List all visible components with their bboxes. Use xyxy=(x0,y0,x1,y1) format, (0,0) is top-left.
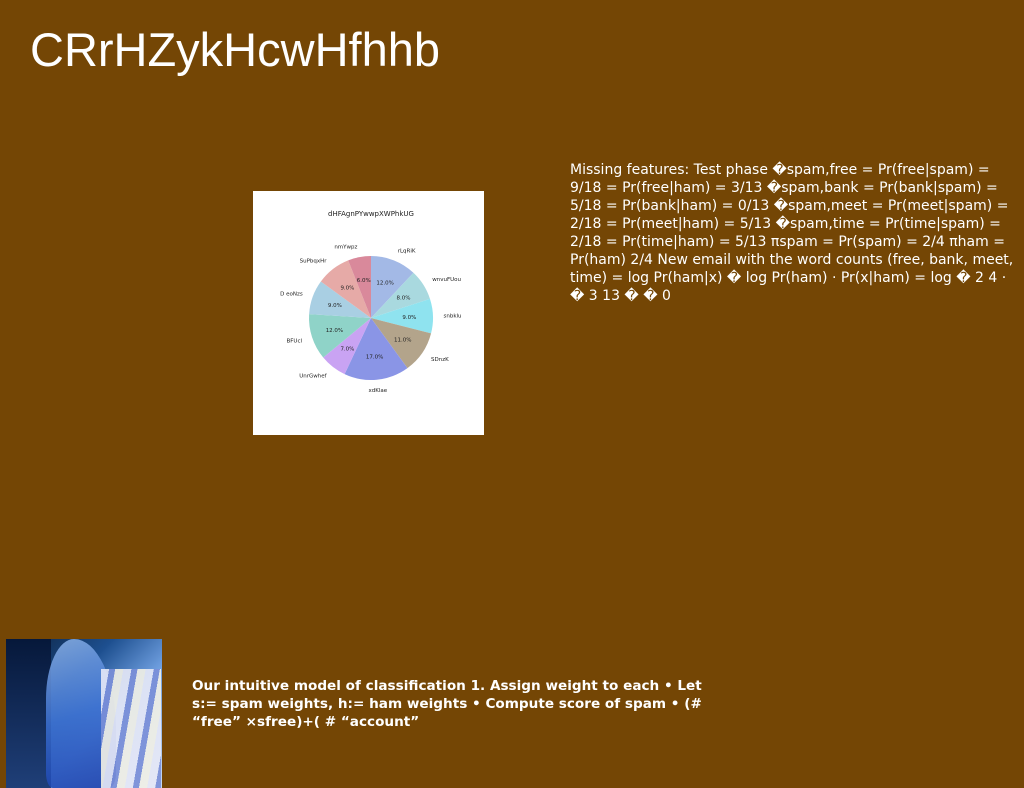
pie-category-label: BFUcl xyxy=(286,338,302,344)
pie-pct-label: 9.0% xyxy=(328,303,342,309)
pie-slice-wnvuFUou xyxy=(371,272,430,318)
pie-pct-label: 12.0% xyxy=(326,328,343,334)
pie-category-label: nmYwpz xyxy=(334,245,357,251)
pie-category-label: SuPbqxHr xyxy=(300,259,328,265)
pie-category-label: D eoNzs xyxy=(280,291,303,297)
pie-category-label: xdKlae xyxy=(369,388,388,394)
pie-category-label: rLqRiK xyxy=(398,249,416,255)
pie-pct-label: 11.0% xyxy=(394,338,411,344)
pie-chart: dHFAgnPYwwpXWPhkUG 12.0% rLqRiK 8.0% wnvuFU… xyxy=(280,210,462,394)
pie-slice-SDnzK xyxy=(371,318,432,369)
pie-slice-snbklu xyxy=(371,298,433,334)
pie-slice-SuPbqxHr xyxy=(320,260,371,318)
pie-pct-label: 6.0% xyxy=(357,278,371,284)
person-photo xyxy=(6,639,162,788)
classification-model-text: Our intuitive model of classification 1.… xyxy=(192,678,702,730)
pie-pct-label: 7.0% xyxy=(340,346,354,352)
page-title: CRrHZykHcwHfhhb xyxy=(30,23,440,76)
pie-chart-card: dHFAgnPYwwpXWPhkUG 12.0% rLqRiK 8.0% wnvuFU… xyxy=(253,191,484,435)
pie-slice-UnrGwhef xyxy=(323,318,371,375)
pie-pct-label: 9.0% xyxy=(402,315,416,321)
pie-slice-rLqRiK xyxy=(371,256,414,318)
pie-slice-nmYwpz xyxy=(348,256,371,318)
pie-pct-label: 9.0% xyxy=(340,286,354,292)
pie-pct-label: 8.0% xyxy=(396,295,410,301)
pie-category-label: snbklu xyxy=(444,314,462,320)
pie-category-label: wnvuFUou xyxy=(432,277,461,283)
missing-features-text: Missing features: Test phase �spam,free … xyxy=(570,162,1014,304)
pie-pct-label: 12.0% xyxy=(376,280,393,286)
pie-category-label: SDnzK xyxy=(431,357,449,363)
chart-title: dHFAgnPYwwpXWPhkUG xyxy=(328,210,414,218)
pie-slice-BFUcl xyxy=(309,314,371,358)
pie-category-label: UnrGwhef xyxy=(299,373,327,379)
pie-pct-label: 17.0% xyxy=(366,354,383,360)
pie-slice-D-eoNzs xyxy=(309,281,371,318)
pie-slice-xdKlae xyxy=(344,318,408,380)
